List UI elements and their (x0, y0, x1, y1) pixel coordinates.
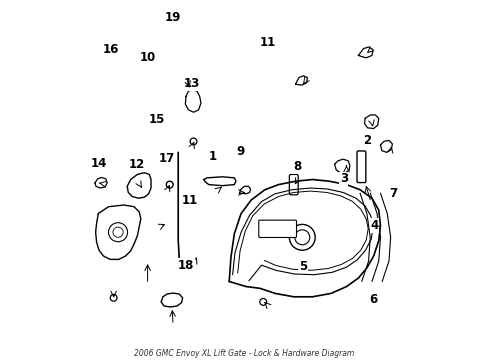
Text: 16: 16 (103, 43, 119, 56)
Text: 19: 19 (164, 10, 181, 23)
Text: 4: 4 (369, 219, 378, 232)
FancyBboxPatch shape (356, 151, 365, 183)
Text: 3: 3 (339, 172, 347, 185)
Text: 1: 1 (208, 150, 217, 163)
Text: 6: 6 (368, 293, 376, 306)
Text: 7: 7 (388, 187, 397, 200)
Text: 18: 18 (178, 259, 194, 272)
Text: 13: 13 (183, 77, 200, 90)
Text: 11: 11 (181, 194, 197, 207)
Text: 2: 2 (363, 134, 371, 147)
Text: 2006 GMC Envoy XL Lift Gate - Lock & Hardware Diagram: 2006 GMC Envoy XL Lift Gate - Lock & Har… (134, 350, 354, 359)
Text: 12: 12 (128, 158, 144, 171)
Text: 5: 5 (298, 260, 306, 273)
Text: 17: 17 (158, 152, 174, 165)
Text: 8: 8 (292, 160, 301, 173)
Text: 15: 15 (148, 113, 164, 126)
Text: 10: 10 (139, 51, 156, 64)
Text: 14: 14 (91, 157, 107, 170)
FancyBboxPatch shape (289, 175, 298, 195)
Text: 9: 9 (236, 145, 244, 158)
FancyBboxPatch shape (258, 220, 296, 238)
Text: 11: 11 (259, 36, 275, 49)
